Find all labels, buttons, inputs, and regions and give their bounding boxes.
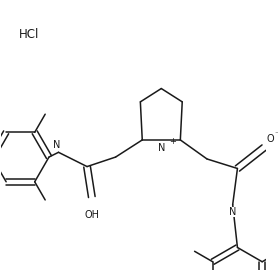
- Text: ⁻: ⁻: [275, 129, 278, 138]
- Text: +: +: [169, 137, 176, 146]
- Text: OH: OH: [84, 210, 99, 220]
- Text: O: O: [266, 134, 274, 144]
- Text: N: N: [158, 143, 165, 153]
- Text: N: N: [229, 207, 236, 217]
- Text: N: N: [53, 140, 60, 150]
- Text: HCl: HCl: [19, 28, 39, 41]
